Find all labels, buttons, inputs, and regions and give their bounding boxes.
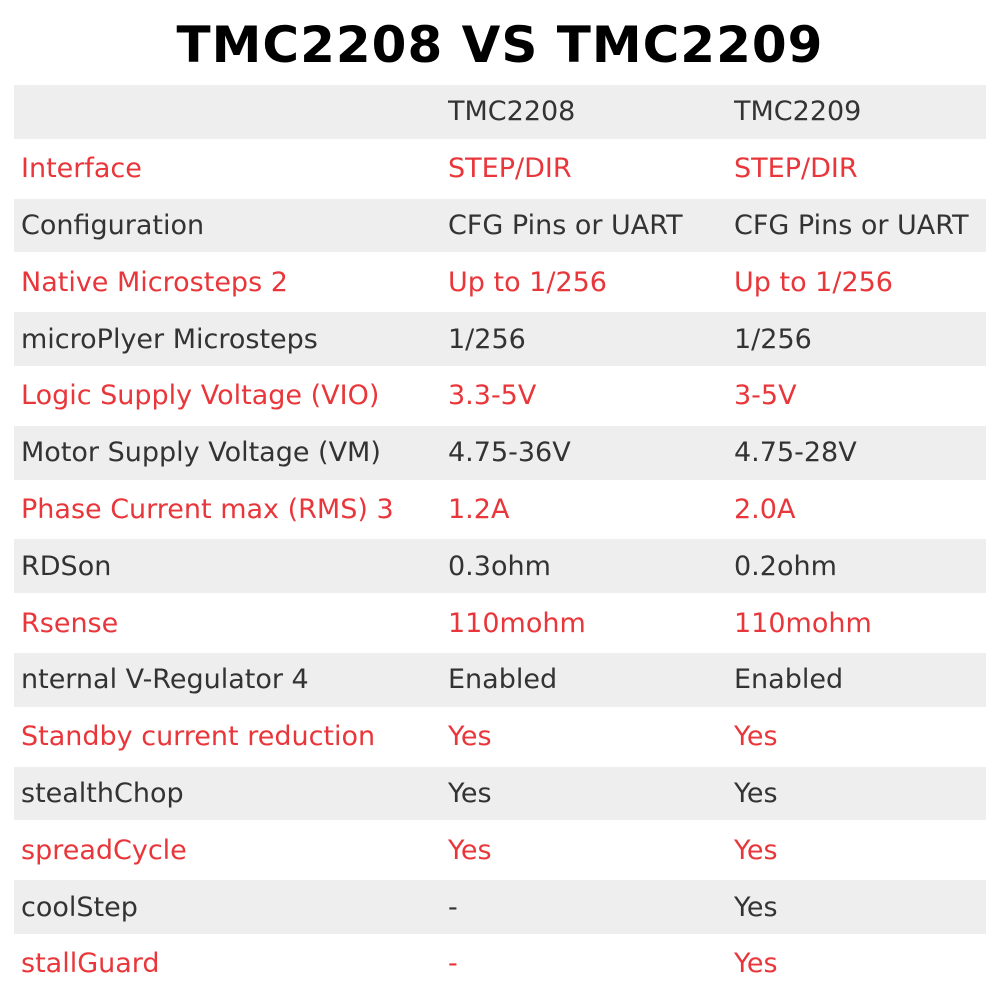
tmc2209-value-cell: Yes (734, 834, 778, 866)
tmc2209-value-cell: Enabled (734, 664, 844, 696)
feature-cell: Phase Current max (RMS) 3 (21, 493, 394, 525)
tmc2209-value-cell: 3-5V (734, 380, 797, 412)
feature-cell: Interface (21, 153, 142, 185)
table-row: Motor Supply Voltage (VM) 4.75-36V 4.75-28… (14, 425, 986, 480)
header-row: TMC2208 TMC2209 (14, 85, 986, 139)
feature-cell: stealthChop (21, 777, 184, 809)
tmc2209-value-cell: Yes (734, 777, 778, 809)
tmc2209-value-cell: 110mohm (734, 607, 872, 639)
tmc2208-value-cell: Yes (448, 834, 492, 866)
tmc2209-value-cell: CFG Pins or UART (734, 209, 969, 241)
table-row: spreadCycle Yes Yes (14, 823, 986, 877)
tmc2209-value-cell: STEP/DIR (734, 153, 858, 185)
comparison-table: TMC2208 TMC2209 Interface STEP/DIR STEP/DI… (14, 85, 986, 994)
tmc2208-value-cell: - (448, 891, 458, 923)
tmc2208-value-cell: 110mohm (448, 607, 586, 639)
tmc2208-value-cell: Yes (448, 777, 492, 809)
header-cell-tmc2209: TMC2209 (734, 96, 862, 128)
tmc2208-value-cell: STEP/DIR (448, 153, 572, 185)
table-row: nternal V-Regulator 4 Enabled Enabled (14, 652, 986, 707)
feature-cell: Motor Supply Voltage (VM) (21, 437, 381, 469)
feature-cell: Native Microsteps 2 (21, 266, 288, 298)
feature-cell: spreadCycle (21, 834, 187, 866)
table-row: Rsense 110mohm 110mohm (14, 596, 986, 650)
table-row: coolStep - Yes (14, 880, 986, 934)
table-row: Standby current reduction Yes Yes (14, 710, 986, 764)
tmc2208-value-cell: Yes (448, 721, 492, 753)
table-row: microPlyer Microsteps 1/256 1/256 (14, 312, 986, 366)
tmc2209-value-cell: Up to 1/256 (734, 266, 893, 298)
tmc2209-value-cell: 4.75-28V (734, 437, 857, 469)
feature-cell: nternal V-Regulator 4 (21, 664, 309, 696)
tmc2208-value-cell: Enabled (448, 664, 558, 696)
table-row: Phase Current max (RMS) 3 1.2A 2.0A (14, 483, 986, 537)
tmc2208-value-cell: 0.3ohm (448, 550, 551, 582)
tmc2209-value-cell: Yes (734, 721, 778, 753)
tmc2209-value-cell: Yes (734, 891, 778, 923)
feature-cell: stallGuard (21, 948, 160, 980)
tmc2209-value-cell: Yes (734, 948, 778, 980)
tmc2208-value-cell: Up to 1/256 (448, 266, 607, 298)
table-row: Interface STEP/DIR STEP/DIR (14, 142, 986, 196)
tmc2209-value-cell: 0.2ohm (734, 550, 837, 582)
table-row: stealthChop Yes Yes (14, 766, 986, 821)
tmc2208-value-cell: 4.75-36V (448, 437, 571, 469)
table-row: Native Microsteps 2 Up to 1/256 Up to 1/25… (14, 255, 986, 309)
table-row: Logic Supply Voltage (VIO) 3.3-5V 3-5V (14, 369, 986, 423)
tmc2208-value-cell: CFG Pins or UART (448, 209, 683, 241)
feature-cell: Logic Supply Voltage (VIO) (21, 380, 380, 412)
tmc2208-value-cell: - (448, 948, 458, 980)
feature-cell: Standby current reduction (21, 721, 376, 753)
tmc2208-value-cell: 1.2A (448, 493, 510, 525)
feature-cell: microPlyer Microsteps (21, 323, 318, 355)
header-cell-tmc2208: TMC2208 (448, 96, 576, 128)
tmc2208-value-cell: 3.3-5V (448, 380, 537, 412)
page-title: TMC2208 VS TMC2209 (176, 16, 824, 74)
feature-cell: coolStep (21, 891, 138, 923)
table-row: RDSon 0.3ohm 0.2ohm (14, 539, 986, 594)
feature-cell: Rsense (21, 607, 119, 639)
feature-cell: Configuration (21, 209, 205, 241)
table-row: stallGuard - Yes (14, 937, 986, 991)
table-row: Configuration CFG Pins or UART CFG Pins or… (14, 198, 986, 253)
tmc2208-value-cell: 1/256 (448, 323, 526, 355)
tmc2209-value-cell: 2.0A (734, 493, 796, 525)
tmc2209-value-cell: 1/256 (734, 323, 812, 355)
feature-cell: RDSon (21, 550, 112, 582)
